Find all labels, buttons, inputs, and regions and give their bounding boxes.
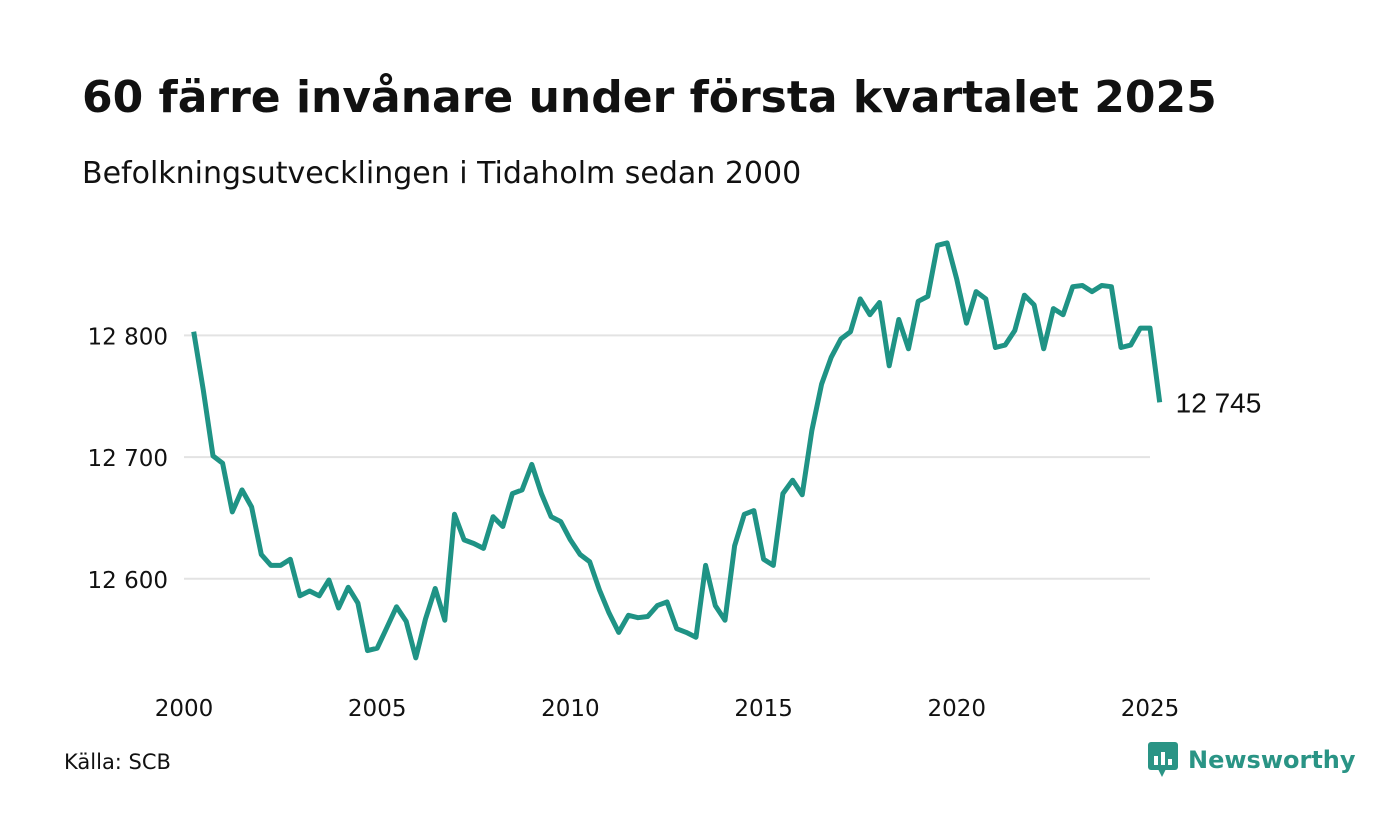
x-tick-label: 2020 xyxy=(928,696,987,722)
chart-title: 60 färre invånare under första kvartalet… xyxy=(82,72,1217,123)
x-tick-label: 2010 xyxy=(541,696,600,722)
end-label-layer: 12 745 xyxy=(1176,387,1262,418)
y-tick-label: 12 700 xyxy=(88,446,168,472)
y-axis-ticks: 12 600 12 700 12 800 xyxy=(88,324,168,593)
chart-subtitle: Befolkningsutvecklingen i Tidaholm sedan… xyxy=(82,156,802,191)
source-note: Källa: SCB xyxy=(64,750,171,774)
x-tick-label: 2005 xyxy=(348,696,407,722)
x-tick-label: 2025 xyxy=(1121,696,1180,722)
x-axis-ticks: 2000 2005 2010 2015 2020 2025 xyxy=(155,696,1180,722)
brand-name: Newsworthy xyxy=(1188,746,1356,774)
bar-chart-speech-bubble-icon xyxy=(1148,742,1178,777)
end-value-label: 12 745 xyxy=(1176,387,1262,418)
x-tick-label: 2015 xyxy=(734,696,793,722)
x-tick-label: 2000 xyxy=(155,696,214,722)
series-layer xyxy=(191,240,1163,661)
y-tick-label: 12 600 xyxy=(88,568,168,594)
y-tick-label: 12 800 xyxy=(88,324,168,350)
grid-lines xyxy=(184,334,1150,580)
brand-logo[interactable]: Newsworthy xyxy=(1148,742,1356,778)
series-line xyxy=(191,240,1163,661)
